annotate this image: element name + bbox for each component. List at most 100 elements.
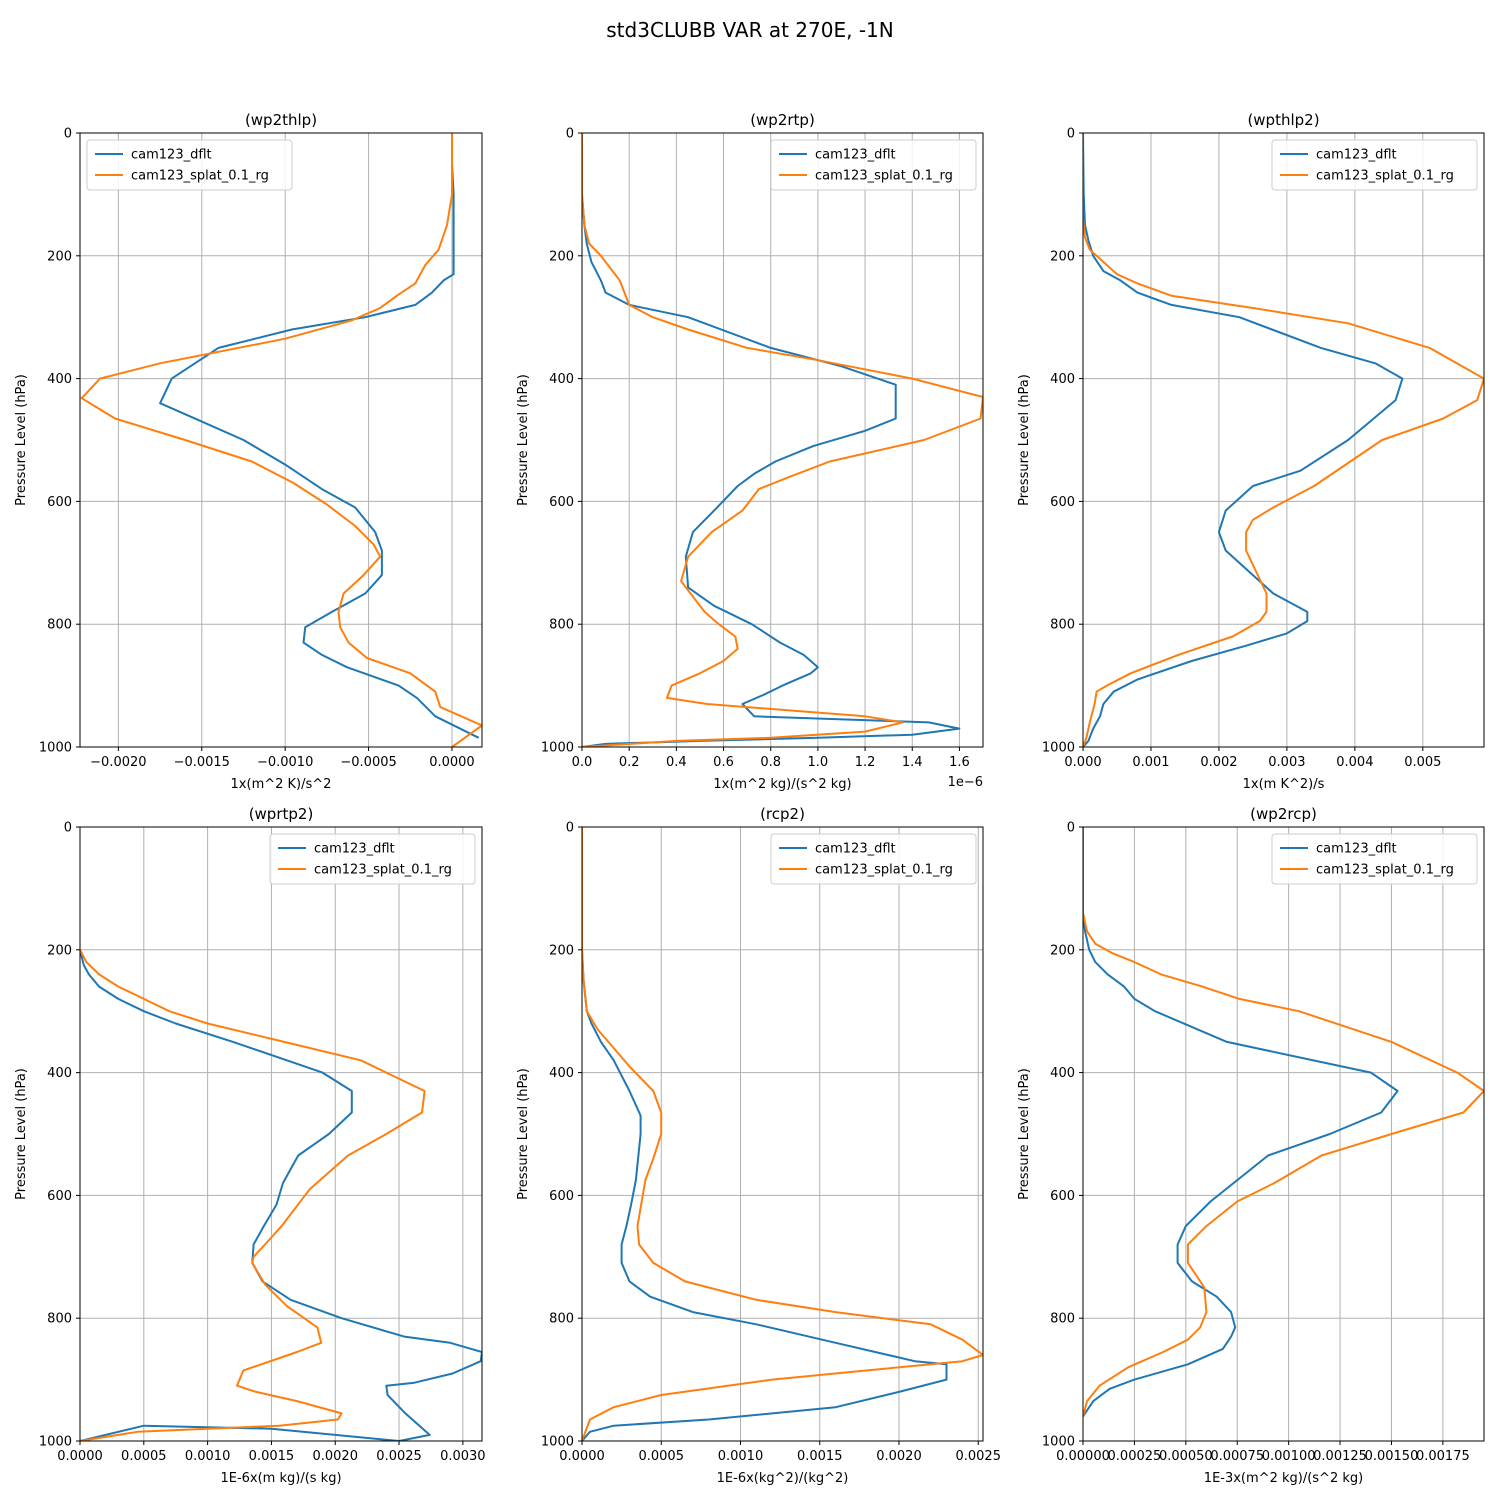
legend-box xyxy=(770,833,977,885)
x-tick-label: −0.0010 xyxy=(257,755,313,770)
y-tick-label: 200 xyxy=(47,943,72,958)
legend: cam123_dflt cam123_splat_0.1_rg xyxy=(1271,833,1478,885)
x-tick-label: 0.0000 xyxy=(559,1449,605,1464)
subplot-title: (wpthlp2) xyxy=(1247,111,1319,129)
x-tick-label: 0.002 xyxy=(1200,755,1237,770)
x-tick-label: 0.00100 xyxy=(1262,1449,1316,1464)
x-tick-label: 1.4 xyxy=(902,755,923,770)
legend-box xyxy=(1271,833,1478,885)
x-tick-label: 0.0015 xyxy=(797,1449,843,1464)
y-axis-label: Pressure Level (hPa) xyxy=(516,374,531,506)
legend-entry: cam123_splat_0.1_rg xyxy=(1316,169,1454,184)
series-line-cam123-splat-0-1-rg xyxy=(582,133,983,747)
y-tick-label: 400 xyxy=(47,372,72,387)
series-line-cam123-splat-0-1-rg xyxy=(1083,133,1484,747)
subplot-6: 0.000000.000250.000500.000750.001000.001… xyxy=(1017,805,1485,1486)
y-tick-label: 800 xyxy=(1050,618,1075,633)
series-line-cam123-splat-0-1-rg xyxy=(1083,827,1484,1417)
legend: cam123_dflt cam123_splat_0.1_rg xyxy=(269,833,476,885)
x-tick-label: 0.00075 xyxy=(1210,1449,1264,1464)
plot-frame xyxy=(581,826,984,1442)
subplot-title: (wp2rcp) xyxy=(1250,805,1317,823)
x-tick-label: 0.0020 xyxy=(876,1449,922,1464)
legend-entry: cam123_dflt xyxy=(815,842,896,857)
y-tick-label: 1000 xyxy=(39,1435,72,1450)
x-tick-label: 0.003 xyxy=(1268,755,1305,770)
x-tick-label: 1.0 xyxy=(808,755,829,770)
x-tick-label: 0.0005 xyxy=(121,1449,167,1464)
plot-frame xyxy=(581,132,984,748)
legend-entry: cam123_dflt xyxy=(131,148,212,163)
y-tick-label: 1000 xyxy=(541,741,574,756)
x-tick-label: 0.4 xyxy=(666,755,687,770)
y-tick-label: 1000 xyxy=(541,1435,574,1450)
x-tick-label: 0.00175 xyxy=(1416,1449,1470,1464)
y-tick-label: 1000 xyxy=(1042,741,1075,756)
series-line-cam123-dflt xyxy=(582,133,961,747)
plot-frame xyxy=(1082,132,1485,748)
subplot-title: (wp2thlp) xyxy=(245,111,317,129)
x-tick-label: 0.00025 xyxy=(1108,1449,1162,1464)
y-tick-label: 600 xyxy=(47,1189,72,1204)
subplot-grid: −0.0020 −0.0015 −0.0010 −0.0005 0.0000020040… xyxy=(14,111,1485,1486)
x-tick-label: 0.0010 xyxy=(185,1449,231,1464)
y-tick-label: 600 xyxy=(1050,1189,1075,1204)
y-tick-label: 600 xyxy=(549,1189,574,1204)
series-line-cam123-dflt xyxy=(1083,827,1399,1417)
y-tick-label: 200 xyxy=(1050,943,1075,958)
legend-box xyxy=(269,833,476,885)
legend-entry: cam123_dflt xyxy=(1316,842,1397,857)
series-line-cam123-dflt xyxy=(159,133,480,739)
series-line-cam123-splat-0-1-rg xyxy=(80,949,426,1441)
x-offset-text: 1e−6 xyxy=(948,775,983,790)
x-tick-label: 1.6 xyxy=(949,755,970,770)
y-axis-label: Pressure Level (hPa) xyxy=(1017,374,1032,506)
x-tick-label: 0.001 xyxy=(1132,755,1169,770)
y-tick-label: 0 xyxy=(1067,821,1075,836)
y-axis-label: Pressure Level (hPa) xyxy=(14,374,29,506)
y-axis-label: Pressure Level (hPa) xyxy=(1017,1068,1032,1200)
legend-box xyxy=(770,139,977,191)
y-tick-label: 800 xyxy=(549,618,574,633)
x-tick-label: 0.2 xyxy=(619,755,640,770)
legend: cam123_dflt cam123_splat_0.1_rg xyxy=(770,833,977,885)
subplot-3: 0.000 0.001 0.002 0.003 0.004 0.005 0 200 400 600… xyxy=(1017,111,1485,792)
x-axis-label: 1x(m^2 K)/s^2 xyxy=(231,777,332,792)
y-tick-label: 200 xyxy=(549,943,574,958)
y-tick-label: 200 xyxy=(47,249,72,264)
x-tick-label: −0.0015 xyxy=(174,755,230,770)
y-tick-label: 400 xyxy=(549,1066,574,1081)
figure-title: std3CLUBB VAR at 270E, -1N xyxy=(606,18,893,42)
x-tick-label: 0.0000 xyxy=(57,1449,103,1464)
x-tick-label: 0.005 xyxy=(1404,755,1441,770)
x-tick-label: 0.00125 xyxy=(1313,1449,1367,1464)
y-tick-label: 1000 xyxy=(1042,1435,1075,1450)
x-tick-label: 0.0010 xyxy=(718,1449,764,1464)
series-line-cam123-splat-0-1-rg xyxy=(80,133,482,747)
y-axis-label: Pressure Level (hPa) xyxy=(14,1068,29,1200)
y-tick-label: 400 xyxy=(1050,1066,1075,1081)
x-tick-label: 1.2 xyxy=(855,755,876,770)
series-line-cam123-dflt xyxy=(1083,133,1404,747)
y-tick-label: 800 xyxy=(47,618,72,633)
legend-entry: cam123_splat_0.1_rg xyxy=(131,169,269,184)
subplot-title: (wp2rtp) xyxy=(750,111,815,129)
legend: cam123_dflt cam123_splat_0.1_rg xyxy=(1271,139,1478,191)
y-tick-label: 0 xyxy=(566,821,574,836)
x-tick-label: 0.0030 xyxy=(440,1449,486,1464)
x-tick-label: 0.0 xyxy=(572,755,593,770)
legend-entry: cam123_dflt xyxy=(1316,148,1397,163)
y-tick-label: 400 xyxy=(1050,372,1075,387)
x-tick-label: 0.0020 xyxy=(312,1449,358,1464)
legend-entry: cam123_splat_0.1_rg xyxy=(815,863,953,878)
plot-frame xyxy=(79,826,483,1442)
y-tick-label: 0 xyxy=(1067,127,1075,142)
x-tick-label: 0.00050 xyxy=(1159,1449,1213,1464)
x-tick-label: 0.0025 xyxy=(376,1449,422,1464)
subplot-2: 0.0 0.2 0.4 0.6 0.8 1.0 1.2 1.4 1.6 0 200 400 600 800… xyxy=(516,111,984,792)
legend-entry: cam123_splat_0.1_rg xyxy=(815,169,953,184)
y-tick-label: 200 xyxy=(1050,249,1075,264)
x-tick-label: 0.000 xyxy=(1064,755,1101,770)
